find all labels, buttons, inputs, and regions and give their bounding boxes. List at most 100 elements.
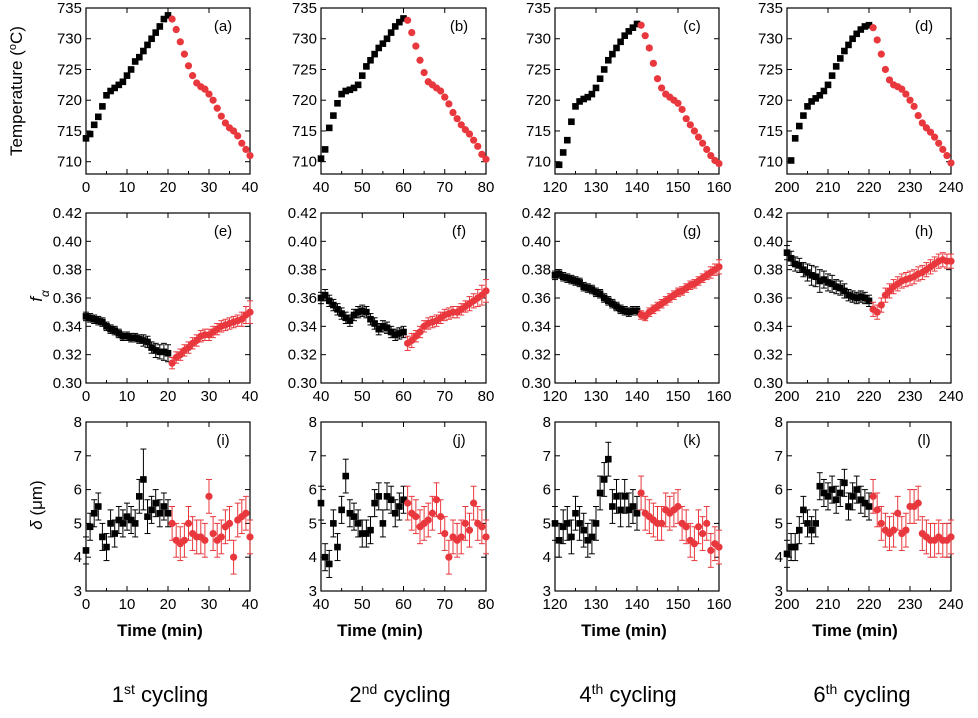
data-point-heating [391,23,399,30]
data-point-cooling [445,100,453,108]
data-point-cooling [201,85,209,93]
data-point-heating [800,266,807,273]
data-point-cooling [470,499,478,507]
y-tick-label: 710 [57,154,82,171]
data-point-heating [865,503,873,510]
data-point-heating [861,499,869,507]
temperature-unit-tail: C) [7,26,26,44]
data-point-heating [90,315,98,323]
x-tick-label: 200 [774,179,799,196]
data-point-heating [849,493,856,500]
data-point-heating [325,124,333,132]
data-point-heating [164,509,172,517]
x-tick-label: 210 [815,179,840,196]
data-point-cooling [637,489,645,497]
y-tick-label: 735 [292,0,317,17]
data-point-cooling [221,119,229,127]
data-point-heating [857,26,865,33]
data-point-cooling [694,523,703,531]
cycling-sup: th [592,681,604,697]
y-axis-label-f-alpha: fα [27,289,52,302]
data-point-cooling [645,44,653,52]
panel-label: (b) [450,18,468,35]
x-tick-label: 220 [856,179,881,196]
data-point-heating [367,315,374,323]
data-point-heating [86,314,94,322]
heating-series [555,20,641,169]
cycling-num: 6 [813,682,825,707]
data-point-cooling [461,519,469,528]
y-tick-label: 8 [543,414,551,431]
x-axis-label-time-3: Time (min) [581,621,667,640]
data-point-cooling [894,509,902,517]
data-point-heating [596,290,604,298]
data-point-heating [609,503,616,510]
data-point-cooling [428,509,436,517]
data-point-heating [605,455,612,463]
data-point-heating [804,520,811,527]
data-point-cooling [881,65,890,74]
data-point-cooling [225,519,234,528]
data-point-heating [127,66,135,73]
data-point-cooling [869,24,877,32]
data-point-cooling [914,499,922,507]
data-point-cooling [437,513,445,521]
data-point-heating [334,543,341,551]
data-point-heating [808,526,815,534]
data-point-heating [346,317,354,324]
data-point-cooling [902,526,910,534]
y-tick-label: 4 [74,549,82,566]
data-point-heating [796,262,803,269]
data-point-heating [853,30,860,38]
y-tick-label: 8 [74,414,82,431]
data-point-cooling [230,553,238,561]
y-tick-label: 0.42 [288,205,317,222]
data-point-heating [363,308,370,316]
data-point-heating [391,331,399,339]
data-point-heating [400,496,407,504]
data-point-cooling [653,75,662,83]
data-point-heating [564,136,571,144]
data-point-cooling [707,151,715,160]
data-point-heating [812,273,819,281]
cooling-series [404,16,490,163]
y-tick-label: 3 [309,583,317,600]
data-point-heating [572,277,579,285]
y-tick-label: 8 [309,414,317,431]
cycling-sup: nd [362,681,378,697]
x-tick-label: 220 [856,596,881,613]
data-point-heating [164,12,172,19]
data-point-cooling [217,112,225,120]
data-point-cooling [474,142,482,150]
data-point-heating [346,509,354,517]
heating-series [787,21,873,164]
y-tick-label: 6 [775,482,783,499]
x-tick-label: 80 [478,179,495,196]
cooling-series [637,259,723,322]
data-point-heating [783,550,791,558]
data-point-heating [350,513,358,520]
x-tick-label: 120 [542,179,567,196]
y-tick-label: 0.32 [754,347,783,364]
data-point-heating [841,479,848,487]
data-point-cooling [246,308,254,316]
data-point-heating [391,509,399,517]
data-point-heating [576,279,583,286]
cycling-label-2: 2nd cycling [349,681,450,707]
data-point-cooling [234,132,242,140]
data-point-heating [837,284,844,292]
y-tick-label: 0.36 [288,290,317,307]
data-point-heating [633,307,641,315]
y-tick-label: 8 [775,414,783,431]
data-point-heating [568,533,575,541]
data-point-heating [396,18,403,26]
data-point-heating [334,99,341,107]
x-tick-label: 80 [478,388,495,405]
data-point-heating [551,272,559,279]
x-tick-label: 0 [82,596,90,613]
data-point-heating [342,314,350,322]
data-point-heating [800,112,807,119]
data-point-heating [600,294,608,302]
data-point-heating [363,530,370,537]
data-point-heating [338,310,345,317]
